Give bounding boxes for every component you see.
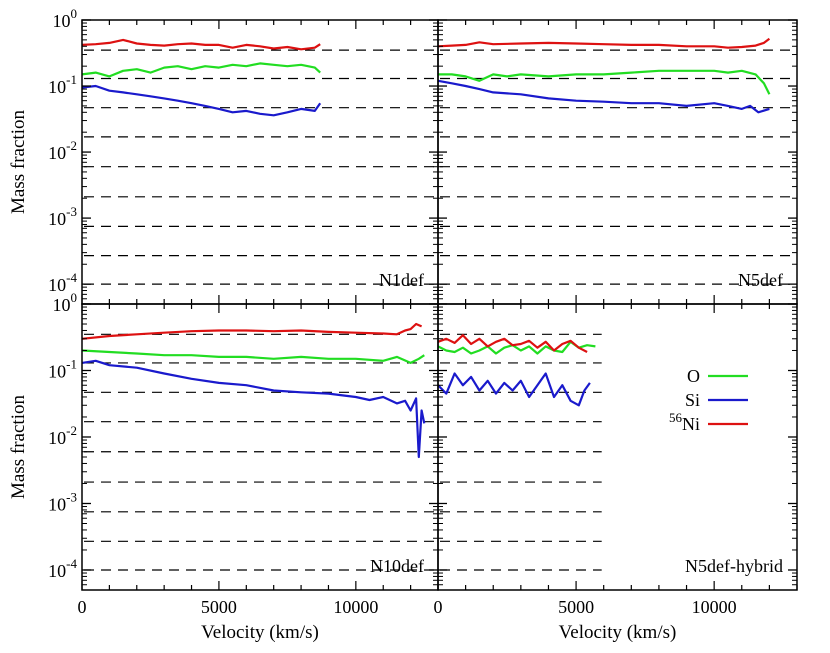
panel-frame-n10def bbox=[81, 303, 439, 591]
series-56ni-n5def bbox=[437, 37, 771, 49]
y-axis-title: Mass fraction bbox=[8, 110, 29, 214]
panel-frame-n5def bbox=[437, 19, 798, 305]
panel-label-n5def-hybrid: N5def-hybrid bbox=[685, 556, 783, 576]
panel-label-n5def: N5def bbox=[738, 270, 783, 290]
y-tick-label: 10-4 bbox=[48, 556, 77, 581]
series-o-n1def bbox=[81, 62, 321, 78]
legend-label-o: O bbox=[687, 366, 700, 386]
series-56ni-n10def bbox=[81, 322, 423, 340]
y-axis-title: Mass fraction bbox=[8, 395, 29, 499]
series-si-n1def bbox=[81, 84, 322, 117]
y-tick-label: 100 bbox=[53, 290, 78, 315]
x-tick-label: 0 bbox=[434, 597, 443, 617]
y-tick-label: 100 bbox=[53, 6, 78, 31]
panel-label-n1def: N1def bbox=[379, 270, 424, 290]
x-tick-label: 10000 bbox=[333, 597, 378, 617]
panel-label-n10def: N10def bbox=[370, 556, 424, 576]
x-axis-title: Velocity (km/s) bbox=[559, 622, 677, 643]
y-tick-label: 10-3 bbox=[48, 489, 77, 514]
x-axis-title: Velocity (km/s) bbox=[201, 622, 319, 643]
series-o-n5def-hybrid bbox=[437, 340, 596, 355]
dashed-reference-lines bbox=[84, 49, 795, 571]
panel-frame-n5def-hybrid bbox=[437, 303, 798, 591]
y-tick-label: 10-1 bbox=[48, 72, 77, 97]
series-si-n5def-hybrid bbox=[437, 372, 591, 407]
axis-and-label-text: N1def N5def N10def N5def-hybrid 100 10-1 10-2 1… bbox=[8, 6, 783, 643]
series-56ni-n1def bbox=[81, 38, 321, 51]
x-tick-label: 5000 bbox=[201, 597, 237, 617]
series-o-n10def bbox=[81, 349, 425, 364]
y-tick-label: 10-2 bbox=[48, 138, 77, 163]
x-tick-label: 5000 bbox=[558, 597, 594, 617]
x-tick-label: 0 bbox=[78, 597, 87, 617]
y-tick-label: 10-3 bbox=[48, 204, 77, 229]
y-tick-label: 10-1 bbox=[48, 356, 77, 381]
legend-label-ni: 56Ni bbox=[669, 410, 700, 434]
series-o-n5def bbox=[438, 69, 771, 95]
x-tick-label: 10000 bbox=[692, 597, 737, 617]
series-lines bbox=[81, 37, 771, 459]
legend-label-si: Si bbox=[685, 390, 700, 410]
y-tick-label: 10-2 bbox=[48, 423, 77, 448]
panel-frames bbox=[81, 19, 798, 591]
series-si-n5def bbox=[437, 79, 770, 114]
series-si-n10def bbox=[81, 359, 426, 459]
y-tick-label: 10-4 bbox=[48, 270, 77, 295]
series-56ni-n5def-hybrid bbox=[437, 334, 588, 353]
